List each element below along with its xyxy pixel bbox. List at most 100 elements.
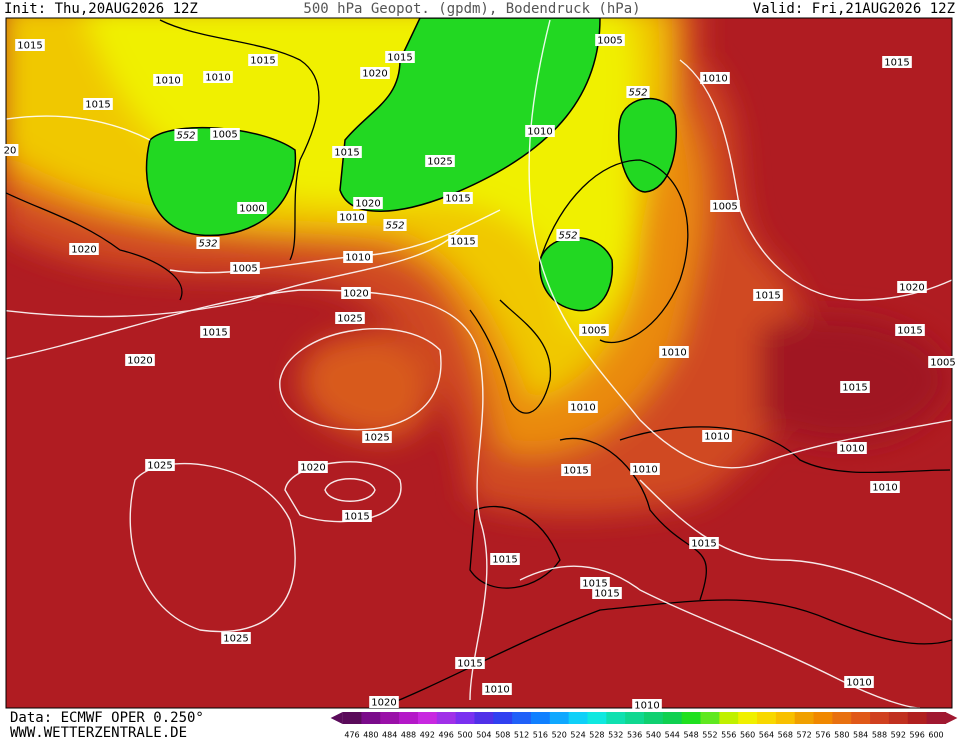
colorbar: 476 480 484 488 492 496 500 504 508 512 516 520 524 5… [330, 712, 958, 740]
colorbar-tick-label: 580 [834, 731, 849, 740]
isobar-label: 1010 [345, 253, 370, 264]
isobar-label: 1005 [581, 326, 606, 337]
colorbar-tick-label: 560 [740, 731, 755, 740]
isobar-label: 552 [176, 131, 195, 142]
colorbar-tick-label: 512 [514, 731, 529, 740]
label-box [689, 537, 719, 549]
data-source: Data: ECMWF OPER 0.250° [10, 710, 204, 726]
colorbar-tick-label: 564 [759, 731, 774, 740]
isobar-label: 1020 [362, 69, 387, 80]
label-box [753, 289, 783, 301]
label-box [385, 51, 415, 63]
isobar-label: 1025 [364, 433, 389, 444]
label-box [343, 251, 373, 263]
colorbar-tick-label: 524 [570, 731, 585, 740]
init-time: Init: Thu,20AUG2026 12Z [4, 1, 198, 17]
colorbar-tick-label: 492 [420, 731, 435, 740]
isobar-label: 1005 [597, 36, 622, 47]
label-box [210, 128, 240, 140]
colorbar-tick-label: 496 [439, 731, 454, 740]
isobar-labels: 1015 1015 1010 1010 1020 1015 1005 1010 1015 1015… [1, 34, 958, 712]
isobar-label: 1015 [594, 589, 619, 600]
label-box [196, 237, 220, 249]
label-box [443, 192, 473, 204]
colorbar-swatch [851, 712, 871, 724]
label-box [580, 577, 610, 589]
colorbar-swatch [700, 712, 720, 724]
isobar-label: 1010 [339, 213, 364, 224]
label-box [369, 696, 399, 708]
colorbar-swatch [625, 712, 645, 724]
label-box [700, 72, 730, 84]
colorbar-tick-label: 568 [778, 731, 793, 740]
isobar-label: 1015 [202, 328, 227, 339]
isobar-label: 1010 [484, 685, 509, 696]
isobar-label: 1015 [457, 659, 482, 670]
label-box [928, 356, 958, 368]
isobar-label: 1015 [563, 466, 588, 477]
label-box [153, 74, 183, 86]
label-box [360, 67, 390, 79]
label-box [870, 481, 900, 493]
label-box [490, 553, 520, 565]
isobar-label: 1010 [527, 127, 552, 138]
colorbar-tick-label: 480 [363, 731, 378, 740]
colorbar-swatch [493, 712, 513, 724]
label-box [425, 155, 455, 167]
colorbar-tick-label: 576 [815, 731, 830, 740]
colorbar-tick-label: 476 [344, 731, 359, 740]
colorbar-arrow-right [945, 712, 958, 724]
label-box [882, 56, 912, 68]
colorbar-tick-label: 500 [457, 731, 472, 740]
isobar-label: 1005 [712, 202, 737, 213]
label-box [561, 464, 591, 476]
colorbar-swatch [474, 712, 494, 724]
isobar-label: 1005 [930, 358, 955, 369]
isobar-label: 552 [385, 221, 404, 232]
isobar-label: 1010 [632, 465, 657, 476]
isobar-label: 1015 [884, 58, 909, 69]
isobar-label: 532 [198, 239, 217, 250]
label-box [592, 587, 622, 599]
label-box [897, 281, 927, 293]
isobar-label: 1010 [702, 74, 727, 85]
colorbar-swatch [870, 712, 890, 724]
label-box [362, 431, 392, 443]
label-box [125, 354, 155, 366]
isobar-label: 1010 [839, 444, 864, 455]
colorbar-tick-label: 596 [910, 731, 925, 740]
colorbar-tick-label: 540 [646, 731, 661, 740]
colorbar-swatch [399, 712, 419, 724]
colorbar-swatch [361, 712, 381, 724]
isobar-label: 1010 [205, 73, 230, 84]
isobar-label: 1025 [147, 461, 172, 472]
isobar-label: 1015 [85, 100, 110, 111]
colorbar-swatch [530, 712, 551, 724]
colorbar-tick-label: 520 [552, 731, 567, 740]
colorbar-swatch [512, 712, 532, 724]
label-box [702, 430, 732, 442]
colorbar-tick-label: 504 [476, 731, 491, 740]
colorbar-swatch [813, 712, 833, 724]
colorbar-swatch [888, 712, 909, 724]
colorbar-tick-label: 600 [928, 731, 943, 740]
colorbar-swatch [568, 712, 588, 724]
colorbar-tick-label: 536 [627, 731, 642, 740]
label-box [710, 200, 740, 212]
colorbar-tick-label: 488 [401, 731, 416, 740]
colorbar-tick-label: 484 [382, 731, 397, 740]
label-box [248, 54, 278, 66]
isobar-label: 1020 [371, 698, 396, 709]
colorbar-swatch [832, 712, 852, 724]
colorbar-swatch [738, 712, 758, 724]
valid-time: Valid: Fri,21AUG2026 12Z [753, 1, 955, 17]
isobar-label: 1010 [570, 403, 595, 414]
colorbar-swatch [436, 712, 457, 724]
colorbar-swatch [757, 712, 777, 724]
isobar-label: 1025 [427, 157, 452, 168]
map-title: 500 hPa Geopot. (gpdm), Bodendruck (hPa) [303, 1, 640, 17]
label-box [145, 459, 175, 471]
colorbar-swatch [775, 712, 796, 724]
isobar-label: 552 [628, 88, 647, 99]
